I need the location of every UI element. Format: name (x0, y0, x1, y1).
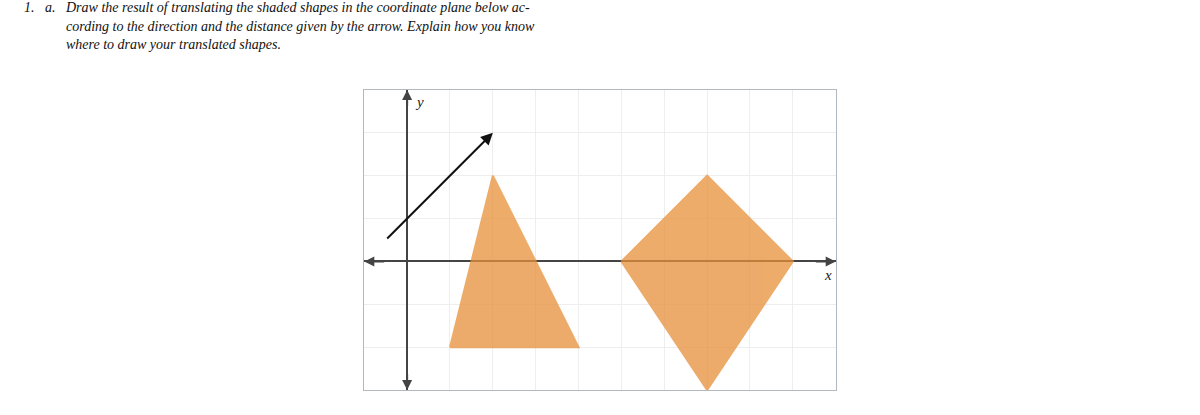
svg-text:x: x (824, 267, 832, 283)
svg-text:y: y (415, 94, 424, 110)
svg-text:1. a. Draw the result of t: 1. a. Draw the result of translating the… (24, 0, 535, 51)
